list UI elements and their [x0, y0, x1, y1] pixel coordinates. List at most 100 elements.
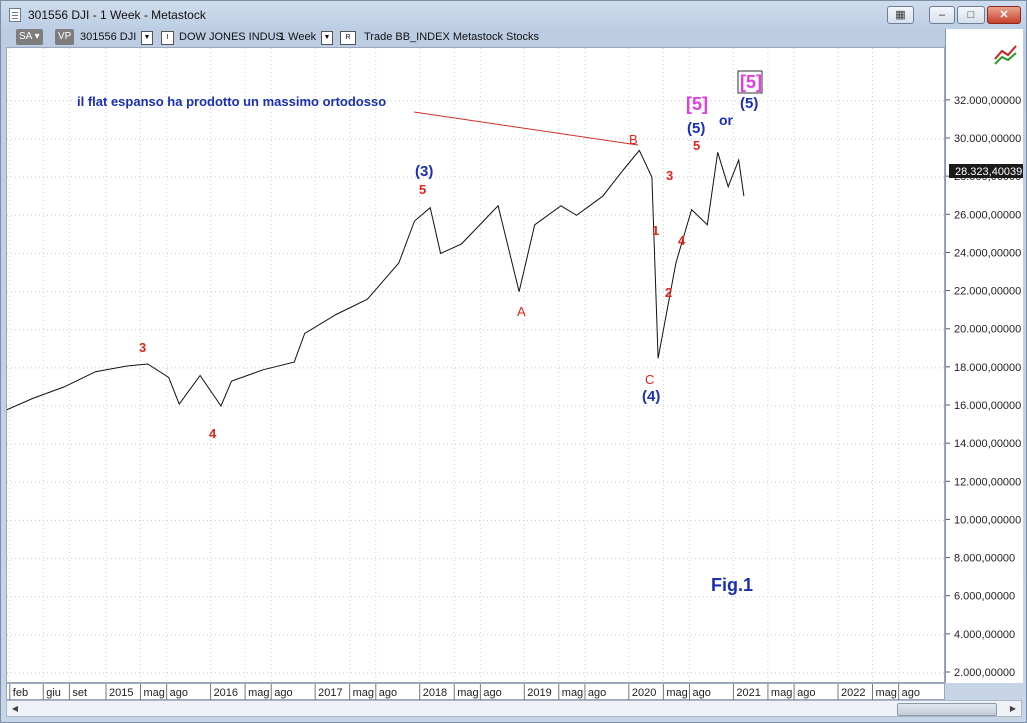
y-tick-label: 26.000,00000	[954, 209, 1021, 221]
x-tick-label: 2022	[841, 687, 865, 699]
x-tick-label: mag	[144, 687, 165, 699]
headline-annotation: il flat espanso ha prodotto un massimo o…	[77, 94, 386, 109]
wave-4-2016: 4	[209, 426, 217, 441]
y-tick-label: 8.000,00000	[954, 553, 1015, 565]
x-tick-label: mag	[457, 687, 478, 699]
toolbar-extra: Trade BB_INDEX Metastock Stocks	[364, 31, 540, 43]
y-tick-group: 32.000,0000030.000,0000028.000,0000026.0…	[946, 95, 1021, 679]
restore-chart-icon[interactable]: ▦	[887, 6, 914, 24]
sa-button[interactable]: SA ▾	[16, 29, 43, 45]
x-tick-label: mag	[876, 687, 897, 699]
wave-5-bracket: [5]	[686, 94, 708, 114]
y-tick-label: 6.000,00000	[954, 591, 1015, 603]
y-tick-label: 24.000,00000	[954, 247, 1021, 259]
y-tick-label: 18.000,00000	[954, 362, 1021, 374]
y-tick-label: 10.000,00000	[954, 514, 1021, 526]
title-bar: 301556 DJI - 1 Week - Metastock ▦ – □ ✕	[1, 1, 1026, 29]
y-tick-label: 20.000,00000	[954, 324, 1021, 336]
wave-b-label: B	[629, 132, 638, 147]
periodicity-label: 1 Week	[279, 31, 317, 43]
chart-toolbar: SA ▾ VP 301556 DJI ▼ I DOW JONES INDUS 1…	[7, 29, 944, 47]
y-tick-label: 14.000,00000	[954, 438, 1021, 450]
x-tick-label: mag	[666, 687, 687, 699]
date-axis-svg: feb giu set 2015 mag ago 2016 mag ago 2017 mag ago 2…	[9, 684, 920, 700]
x-tick-label: 2019	[527, 687, 551, 699]
wave-1: 1	[652, 223, 659, 238]
wave-4: 4	[678, 233, 686, 248]
x-tick-label: ago	[170, 687, 188, 699]
price-series-line	[7, 149, 745, 411]
maximize-button[interactable]: □	[957, 6, 985, 24]
y-tick-label: 30.000,00000	[954, 133, 1021, 145]
sa-label: SA	[19, 31, 32, 42]
wave-5-paren-alt: (5)	[740, 95, 758, 112]
i-dropdown[interactable]: I	[161, 31, 174, 45]
scroll-right-icon[interactable]: ▶	[1009, 704, 1017, 713]
y-tick-label: 32.000,00000	[954, 95, 1021, 107]
price-axis-svg: 32.000,0000030.000,0000028.000,0000026.0…	[946, 45, 1023, 679]
close-button[interactable]: ✕	[987, 6, 1021, 24]
y-tick-label: 4.000,00000	[954, 629, 1015, 641]
x-tick-label: 2015	[109, 687, 133, 699]
x-tick-label: 2018	[423, 687, 447, 699]
scroll-left-icon[interactable]: ◀	[11, 704, 19, 713]
symbol-label: 301556 DJI	[80, 31, 137, 43]
x-tick-label: ago	[379, 687, 397, 699]
chart-tool-icon[interactable]	[994, 45, 1017, 65]
x-tick-label: ago	[693, 687, 711, 699]
r-dropdown[interactable]: R	[340, 31, 356, 45]
horizontal-scrollbar[interactable]: ◀ ▶	[6, 700, 1022, 717]
grid-lines	[7, 48, 944, 682]
last-price-label: 28.323,40039	[955, 166, 1022, 178]
y-tick-label: 2.000,00000	[954, 667, 1015, 679]
wave-5-bracket-boxed: [5]	[740, 72, 762, 92]
price-axis[interactable]: 32.000,0000030.000,0000028.000,0000026.0…	[945, 29, 1023, 683]
vp-button[interactable]: VP	[55, 29, 75, 45]
wave-c-label: C	[645, 372, 654, 387]
x-tick-label: mag	[562, 687, 583, 699]
price-chart[interactable]: il flat espanso ha prodotto un massimo o…	[7, 48, 945, 683]
security-name: DOW JONES INDUS	[179, 31, 283, 43]
chart-area[interactable]: il flat espanso ha prodotto un massimo o…	[6, 47, 945, 683]
x-tick-label: mag	[248, 687, 269, 699]
r-box-label: R	[345, 34, 351, 41]
x-tick-group: feb giu set 2015 mag ago 2016 mag ago 2017 mag ago 2…	[9, 684, 920, 700]
x-tick-label: mag	[353, 687, 374, 699]
wave-5-paren: (5)	[687, 120, 705, 137]
wave-3-paren: (3)	[415, 163, 433, 180]
wave-2: 2	[665, 285, 672, 300]
wave-5-2018: 5	[419, 182, 426, 197]
or-label: or	[719, 112, 734, 128]
wave-3: 3	[666, 168, 673, 183]
x-tick-label: 2021	[736, 687, 760, 699]
scroll-thumb[interactable]	[897, 703, 997, 716]
x-tick-label: giu	[46, 687, 61, 699]
date-axis[interactable]: feb giu set 2015 mag ago 2016 mag ago 2017 mag ago 2…	[6, 683, 945, 700]
window-title: 301556 DJI - 1 Week - Metastock	[28, 8, 206, 22]
fig-label: Fig.1	[711, 575, 753, 595]
wave-3-2014: 3	[139, 340, 146, 355]
y-tick-label: 22.000,00000	[954, 286, 1021, 298]
x-tick-label: mag	[771, 687, 792, 699]
y-tick-label: 16.000,00000	[954, 400, 1021, 412]
wave-5: 5	[693, 138, 700, 153]
wave-a-label: A	[517, 304, 526, 319]
bracket-box	[737, 70, 763, 94]
x-tick-label: ago	[274, 687, 292, 699]
i-box-label: I	[166, 34, 169, 41]
symbol-dropdown[interactable]: ▼	[141, 31, 153, 45]
document-icon	[9, 8, 21, 22]
trendline[interactable]	[413, 111, 639, 146]
x-tick-label: 2017	[318, 687, 342, 699]
last-price-box	[949, 164, 1023, 178]
x-tick-label: ago	[588, 687, 606, 699]
x-tick-label: ago	[483, 687, 501, 699]
wave-4-paren: (4)	[642, 388, 660, 405]
periodicity-dropdown[interactable]: ▼	[321, 31, 333, 45]
minimize-button[interactable]: –	[929, 6, 955, 24]
x-tick-label: 2016	[214, 687, 238, 699]
x-tick-label: ago	[797, 687, 815, 699]
x-tick-label: 2020	[632, 687, 656, 699]
x-tick-label: set	[72, 687, 87, 699]
